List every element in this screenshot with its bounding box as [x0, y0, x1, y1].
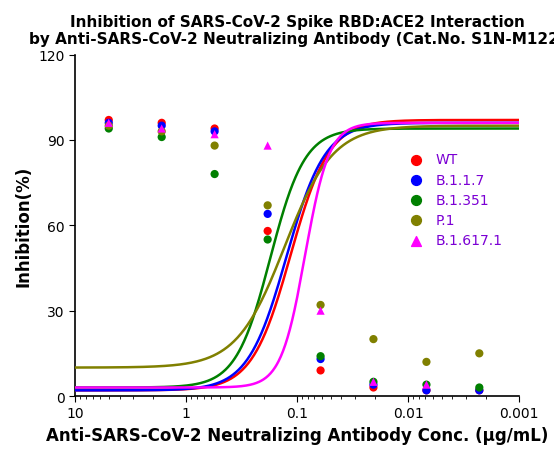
Point	[263, 228, 272, 235]
Point	[316, 307, 325, 314]
Point	[263, 211, 272, 218]
Point	[475, 387, 484, 394]
Point	[369, 381, 378, 388]
Y-axis label: Inhibition(%): Inhibition(%)	[15, 165, 33, 286]
Point	[157, 129, 166, 136]
Point	[422, 387, 431, 394]
Point	[210, 126, 219, 133]
Point	[263, 236, 272, 244]
Point	[104, 126, 113, 133]
Point	[316, 353, 325, 360]
Point	[104, 120, 113, 127]
Point	[422, 358, 431, 366]
Point	[210, 143, 219, 150]
Point	[475, 384, 484, 392]
Point	[475, 350, 484, 357]
Point	[104, 117, 113, 124]
Point	[316, 367, 325, 374]
Point	[104, 120, 113, 127]
Point	[263, 202, 272, 210]
Title: Inhibition of SARS-CoV-2 Spike RBD:ACE2 Interaction
by Anti-SARS-CoV-2 Neutraliz: Inhibition of SARS-CoV-2 Spike RBD:ACE2 …	[29, 15, 554, 47]
Point	[369, 384, 378, 392]
Point	[316, 302, 325, 309]
Point	[422, 381, 431, 388]
Point	[316, 356, 325, 363]
Point	[422, 381, 431, 388]
Point	[475, 387, 484, 394]
Point	[369, 378, 378, 386]
Point	[210, 171, 219, 179]
Point	[157, 120, 166, 127]
Legend: WT, B.1.1.7, B.1.351, P.1, B.1.617.1: WT, B.1.1.7, B.1.351, P.1, B.1.617.1	[397, 147, 508, 253]
Point	[157, 134, 166, 141]
Point	[210, 129, 219, 136]
Point	[104, 123, 113, 130]
Point	[422, 387, 431, 394]
Point	[157, 126, 166, 133]
Point	[369, 378, 378, 386]
Point	[369, 336, 378, 343]
X-axis label: Anti-SARS-CoV-2 Neutralizing Antibody Conc. (μg/mL): Anti-SARS-CoV-2 Neutralizing Antibody Co…	[46, 426, 548, 444]
Point	[157, 123, 166, 130]
Point	[210, 131, 219, 139]
Point	[263, 143, 272, 150]
